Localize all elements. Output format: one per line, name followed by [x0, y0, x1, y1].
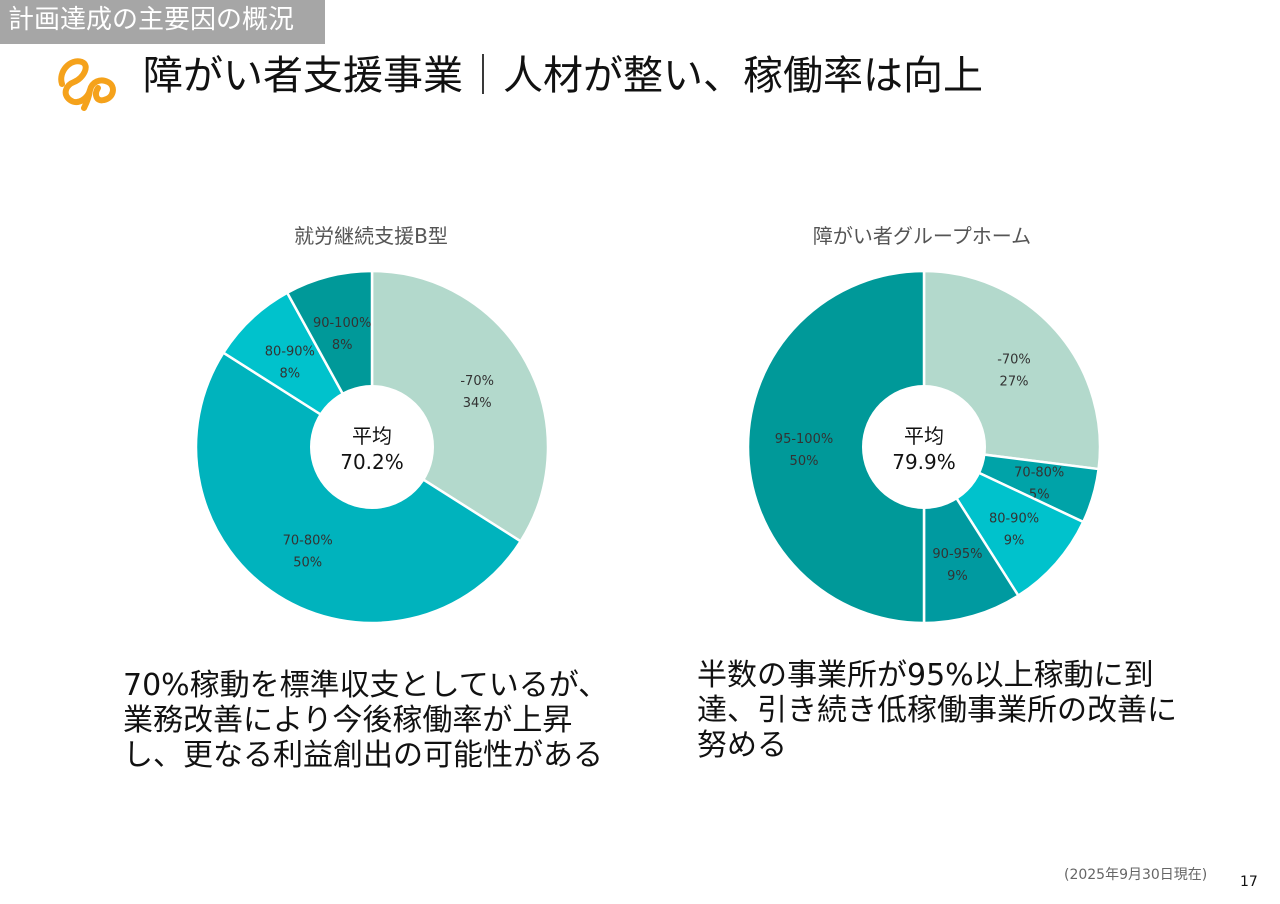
chart-title-b-type: 就労継続支援B型 — [294, 224, 448, 248]
company-logo-icon — [58, 58, 116, 111]
chart1-slice-0-label: -70% — [997, 353, 1031, 368]
chart0-slice-0-value: 34% — [463, 396, 492, 411]
chart1-slice-2-value: 9% — [1004, 533, 1025, 548]
chart0-slice-2-label: 80-90% — [265, 345, 315, 360]
chart0-center-value: 70.2% — [340, 450, 404, 474]
footnote-date: (2025年9月30日現在) — [1064, 867, 1208, 883]
chart1-slice-3-label: 90-95% — [932, 547, 982, 562]
caption-left: 70%稼動を標準収支としているが、 業務改善により今後稼働率が上昇 し、更なる利… — [123, 668, 609, 773]
chart-title-group-home: 障がい者グループホーム — [812, 224, 1032, 248]
chart1-slice-1-label: 70-80% — [1014, 465, 1064, 480]
section-tag: 計画達成の主要因の概況 — [0, 0, 325, 44]
caption-right: 半数の事業所が95%以上稼動に到 達、引き続き低稼働事業所の改善に 努める — [697, 658, 1177, 763]
chart0-slice-3-label: 90-100% — [313, 316, 371, 331]
chart0-center-hole — [310, 385, 434, 509]
chart1-center-label: 平均 — [904, 424, 944, 448]
chart1-slice-0-value: 27% — [1000, 375, 1029, 390]
chart1-center-value: 79.9% — [892, 450, 956, 474]
chart1-slice-4-label: 95-100% — [775, 432, 833, 447]
chart1-slice-4 — [746, 269, 926, 625]
chart0-slice-2-value: 8% — [280, 367, 301, 382]
chart0-slice-1-label: 70-80% — [283, 533, 333, 548]
chart1-slice-2-label: 80-90% — [989, 511, 1039, 526]
chart1-slice-4-value: 50% — [790, 454, 819, 469]
chart0-slice-3-value: 8% — [332, 338, 353, 353]
chart0-center-label: 平均 — [352, 424, 392, 448]
chart0-slice-1-value: 50% — [293, 555, 322, 570]
chart0-slice-0-label: -70% — [460, 374, 494, 389]
chart1-slice-3-value: 9% — [947, 569, 968, 584]
page-number: 17 — [1240, 874, 1258, 890]
donut-chart-group-home: -70%27%70-80%5%80-90%9%90-95%9%95-100%50… — [746, 269, 1102, 625]
page-title: 障がい者支援事業｜人材が整い、稼働率は向上 — [143, 53, 983, 99]
chart1-center-hole — [862, 385, 986, 509]
